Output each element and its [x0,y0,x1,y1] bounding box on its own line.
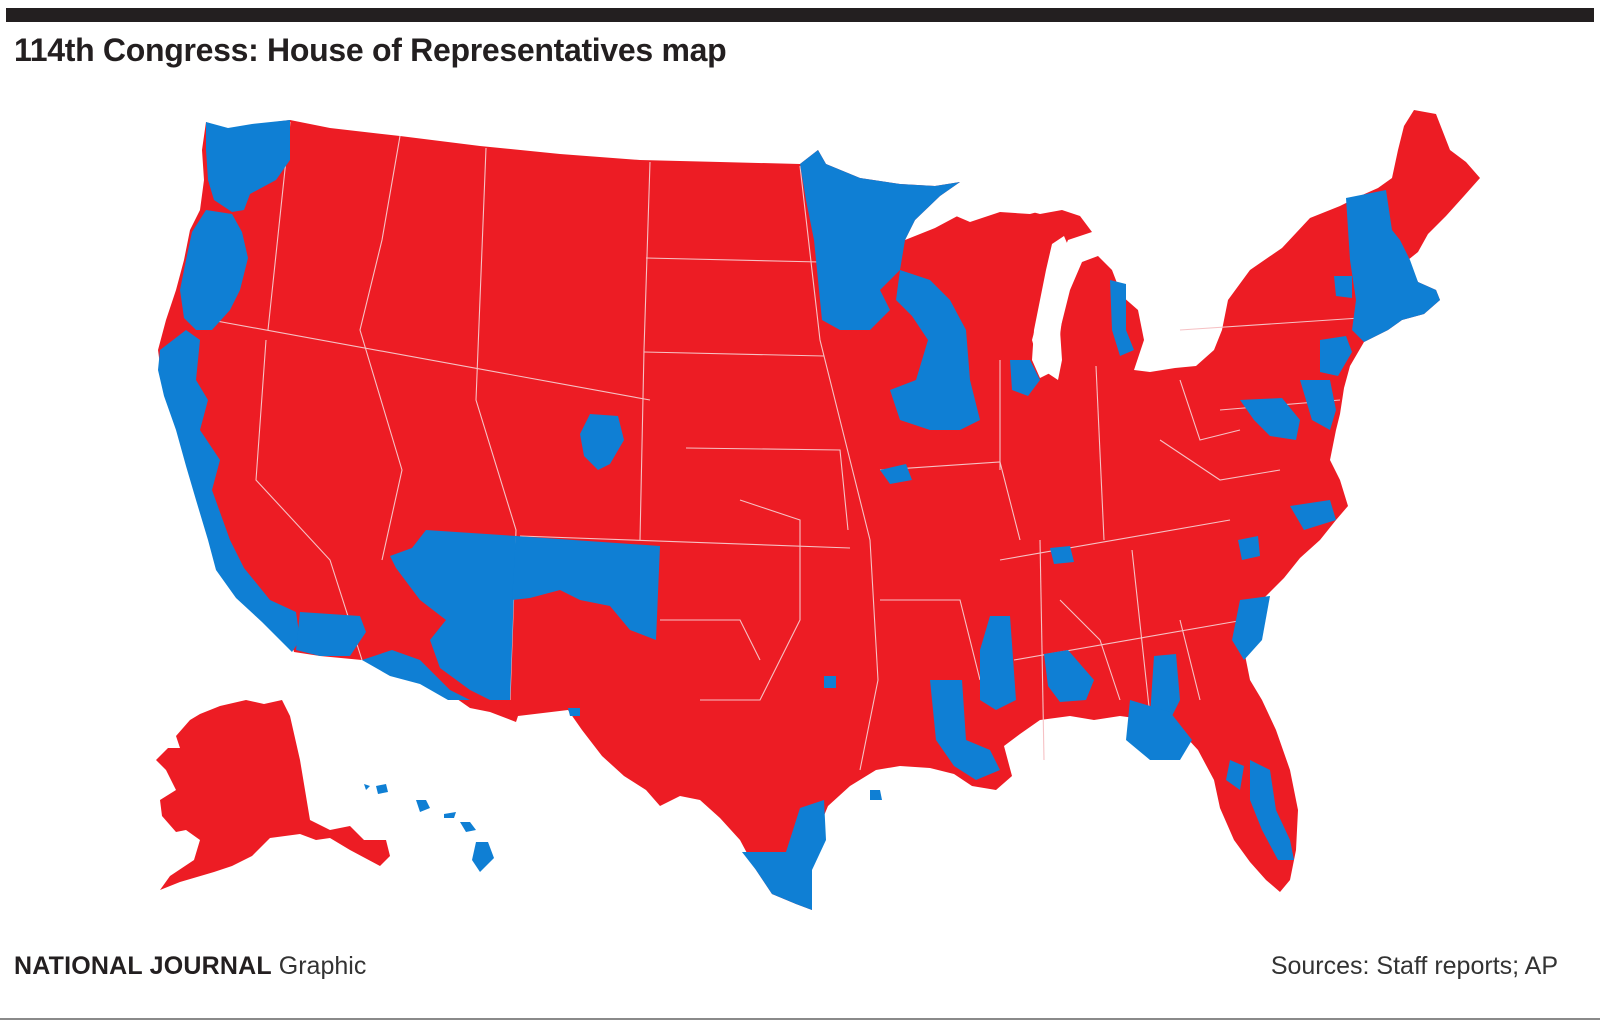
page-title: 114th Congress: House of Representatives… [14,32,727,68]
footer-credit: NATIONAL JOURNAL Graphic [14,952,366,981]
top-rule [6,8,1594,22]
alaska [156,700,390,890]
bottom-rule [0,1018,1600,1020]
sources-note: Sources: Staff reports; AP [1270,952,1558,980]
publisher-name: NATIONAL JOURNAL [14,952,272,980]
hawaii [364,784,494,872]
lake-superior [942,186,1060,222]
publisher-suffix: Graphic [278,952,367,980]
lake-michigan [1032,236,1070,378]
democrat-districts [158,120,1440,910]
